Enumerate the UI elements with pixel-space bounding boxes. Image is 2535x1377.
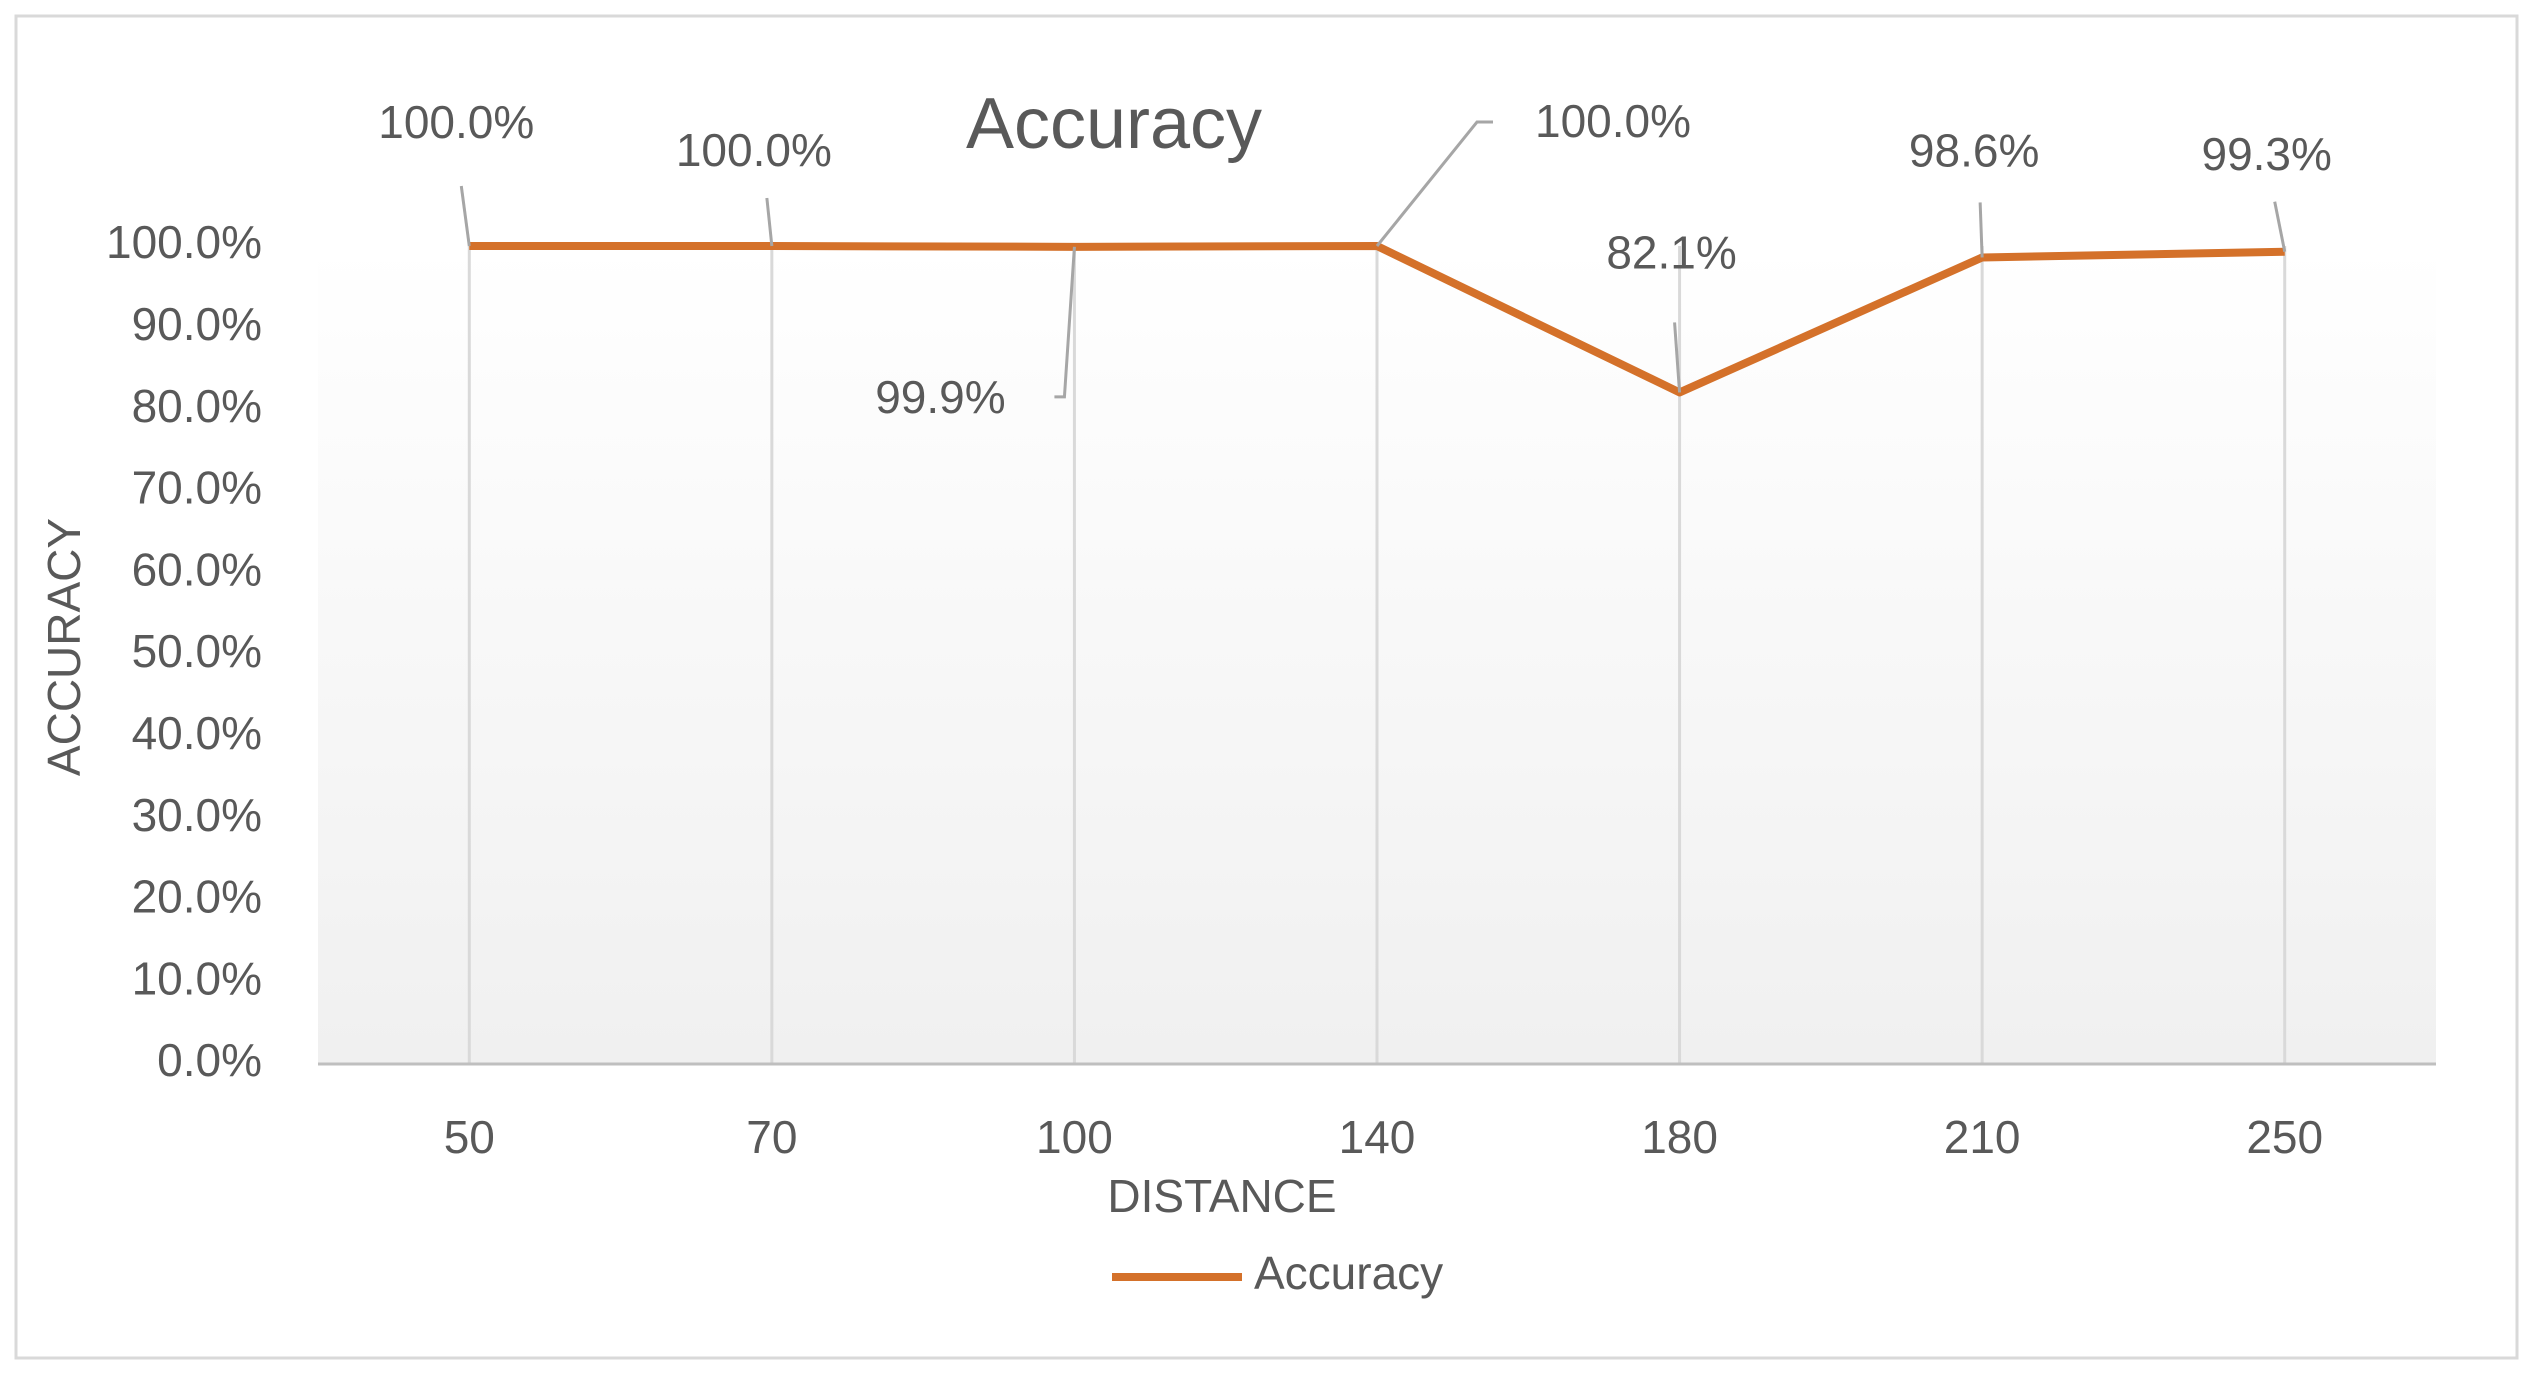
leader-line (2273, 201, 2287, 253)
x-tick-label: 70 (746, 1111, 797, 1163)
x-axis-title: DISTANCE (1107, 1170, 1336, 1222)
data-label: 100.0% (378, 96, 534, 148)
leader-line (765, 197, 774, 247)
x-tick-label: 50 (444, 1111, 495, 1163)
y-tick-label: 80.0% (132, 380, 262, 432)
y-tick-label: 20.0% (132, 871, 262, 923)
x-tick-label: 100 (1036, 1111, 1113, 1163)
leader-line (459, 185, 471, 247)
leader-line (1978, 202, 1984, 258)
leader-line (1375, 120, 1493, 247)
data-label: 100.0% (1535, 95, 1691, 147)
data-label: 99.3% (2201, 128, 2331, 180)
y-tick-label: 0.0% (157, 1034, 262, 1086)
x-tick-label: 140 (1339, 1111, 1416, 1163)
x-tick-label: 250 (2246, 1111, 2323, 1163)
y-tick-label: 40.0% (132, 707, 262, 759)
data-label: 100.0% (676, 124, 832, 176)
leader-line (1673, 322, 1682, 393)
y-tick-label: 90.0% (132, 298, 262, 350)
data-label: 98.6% (1909, 125, 2039, 177)
y-tick-label: 50.0% (132, 625, 262, 677)
data-label: 99.9% (875, 371, 1005, 423)
x-tick-label: 210 (1944, 1111, 2021, 1163)
y-tick-label: 100.0% (106, 216, 262, 268)
legend-label: Accuracy (1254, 1247, 1443, 1299)
y-axis-title: ACCURACY (38, 518, 90, 776)
x-tick-label: 180 (1641, 1111, 1718, 1163)
y-tick-label: 10.0% (132, 952, 262, 1004)
y-tick-label: 60.0% (132, 543, 262, 595)
y-tick-label: 30.0% (132, 789, 262, 841)
data-label: 82.1% (1606, 227, 1736, 279)
y-tick-label: 70.0% (132, 462, 262, 514)
chart-title: Accuracy (966, 84, 1262, 164)
leader-line (1054, 246, 1076, 399)
